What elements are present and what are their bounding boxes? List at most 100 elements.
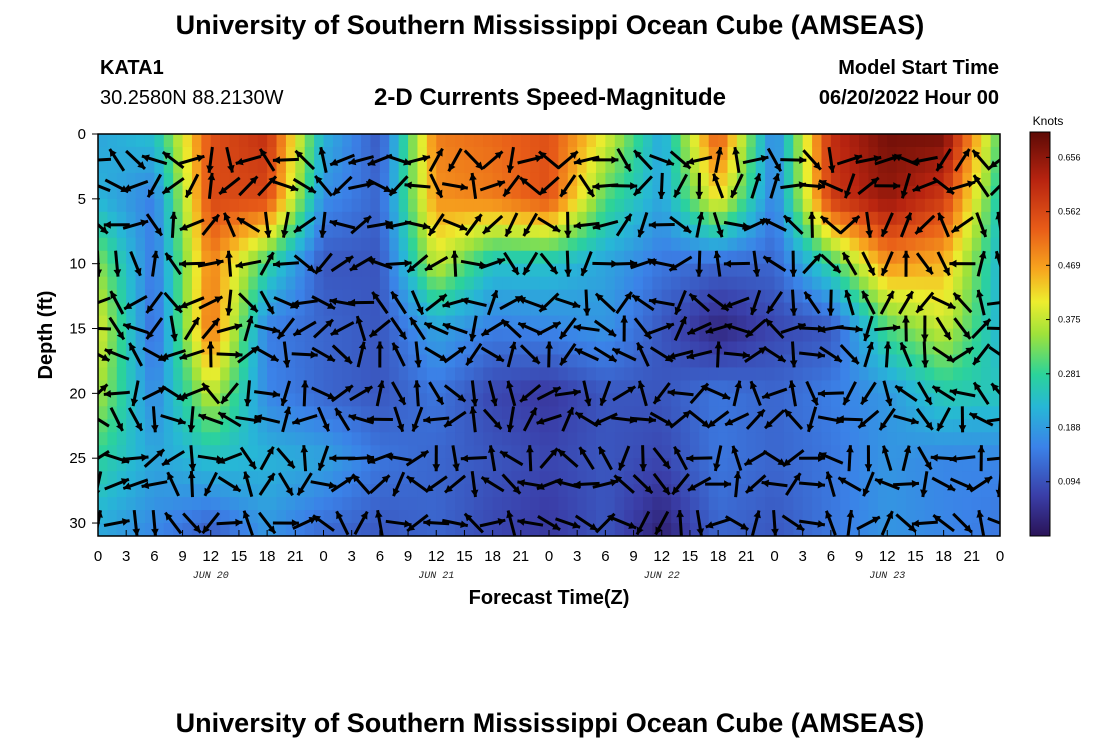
heatmap-cell [943, 237, 954, 252]
heatmap-cell [220, 159, 231, 174]
heatmap-cell [220, 237, 231, 252]
heatmap-cell [971, 211, 982, 226]
heatmap-cell [877, 367, 888, 381]
heatmap-cell [238, 458, 249, 472]
heatmap-cell [586, 367, 597, 381]
heatmap-cell [793, 458, 804, 472]
heatmap-cell [304, 211, 315, 226]
heatmap-cell [727, 406, 738, 420]
y-tick-label: 20 [69, 385, 86, 402]
heatmap-cell [163, 328, 174, 343]
heatmap-cell [849, 341, 860, 356]
current-arrow [555, 517, 581, 529]
current-arrow [761, 387, 788, 400]
heatmap-cell [981, 172, 992, 187]
heatmap-cell [642, 237, 653, 252]
colorbar-tick-label: 0.188 [1058, 422, 1081, 432]
heatmap-cell [718, 393, 729, 407]
heatmap-cell [849, 198, 860, 213]
heatmap-cell [314, 185, 325, 200]
heatmap-cell [201, 419, 212, 433]
heatmap-cell [821, 250, 832, 265]
heatmap-cell [502, 276, 513, 291]
heatmap-cell [708, 289, 719, 304]
heatmap-cell [267, 198, 278, 213]
heatmap-cell [539, 406, 550, 420]
current-arrow [732, 146, 741, 174]
heatmap-cell [267, 380, 278, 394]
heatmap-cell [821, 289, 832, 304]
current-arrow [506, 510, 517, 536]
heatmap-cell [953, 263, 964, 278]
heatmap-cell [671, 315, 682, 330]
heatmap-cell [774, 211, 785, 226]
heatmap-cell [981, 432, 992, 446]
heatmap-cell [821, 445, 832, 459]
heatmap-cell [285, 432, 296, 446]
heatmap-cell [389, 523, 400, 536]
heatmap-cell [652, 211, 663, 226]
heatmap-cell [361, 471, 372, 485]
heatmap-cell [191, 458, 202, 472]
heatmap-cell [276, 237, 287, 252]
heatmap-cell [830, 237, 841, 252]
heatmap-cell [342, 432, 353, 446]
heatmap-cell [802, 134, 813, 148]
heatmap-cell [699, 328, 710, 343]
heatmap-cell [492, 432, 503, 446]
heatmap-cell [511, 497, 522, 511]
current-arrow [555, 297, 581, 309]
heatmap-cell [642, 341, 653, 356]
current-arrow [949, 259, 976, 268]
heatmap-cell [783, 302, 794, 317]
heatmap-cell [586, 471, 597, 485]
heatmap-cell [614, 354, 625, 369]
heatmap-cell [906, 172, 917, 187]
heatmap-cell [549, 146, 559, 161]
heatmap-cell [342, 393, 353, 407]
heatmap-cell [361, 458, 372, 472]
heatmap-cell [342, 276, 353, 291]
heatmap-cell [906, 497, 917, 511]
heatmap-cell [774, 224, 785, 239]
heatmap-cell [783, 250, 794, 265]
heatmap-cell [154, 341, 165, 356]
heatmap-cell [840, 134, 851, 148]
heatmap-cell [304, 393, 315, 407]
heatmap-cell [765, 172, 776, 187]
heatmap-cell [661, 445, 672, 459]
heatmap-cell [661, 419, 672, 433]
heatmap-cell [511, 458, 522, 472]
heatmap-cell [586, 406, 597, 420]
heatmap-cell [924, 523, 935, 536]
heatmap-cell [906, 146, 917, 161]
heatmap-cell [859, 172, 870, 187]
current-arrow [986, 301, 1000, 306]
heatmap-cell [539, 523, 550, 536]
heatmap-cell [699, 263, 710, 278]
heatmap-cell [906, 458, 917, 472]
heatmap-cell [765, 484, 776, 498]
heatmap-cell [859, 445, 870, 459]
heatmap-cell [755, 328, 766, 343]
current-arrow [648, 258, 675, 268]
heatmap-cell [943, 341, 954, 356]
heatmap-cell [783, 224, 794, 239]
heatmap-cell [483, 497, 494, 511]
current-arrow [763, 409, 786, 430]
current-arrow [657, 172, 666, 199]
heatmap-cell [549, 198, 559, 213]
heatmap-cell [276, 211, 287, 226]
heatmap-cell [605, 185, 616, 200]
heatmap-cell [718, 276, 729, 291]
heatmap-cell [530, 289, 541, 304]
x-tick-label: 0 [996, 548, 1004, 565]
heatmap-cell [445, 419, 456, 433]
heatmap-cell [511, 250, 522, 265]
heatmap-cell [238, 315, 249, 330]
heatmap-cell [746, 354, 757, 369]
heatmap-cell [492, 510, 503, 524]
heatmap-cell [511, 302, 522, 317]
heatmap-cell [511, 276, 522, 291]
heatmap-cell [398, 134, 409, 148]
